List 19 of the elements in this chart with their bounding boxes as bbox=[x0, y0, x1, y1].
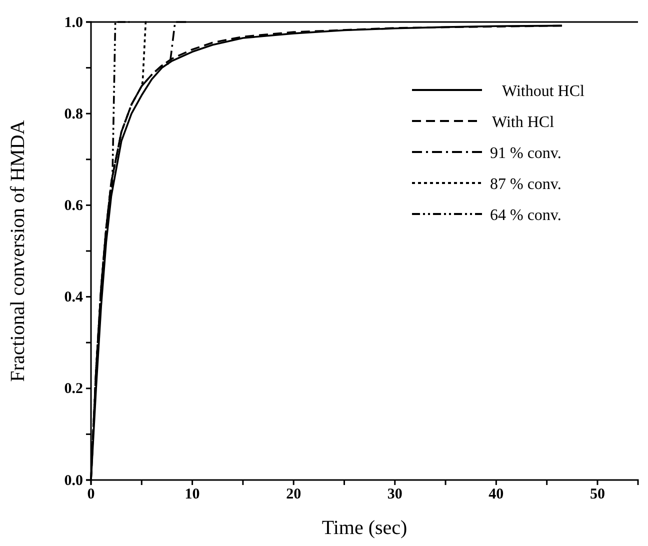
y-tick-label: 0.6 bbox=[64, 198, 84, 214]
legend-label: With HCl bbox=[492, 114, 555, 131]
x-tick-label: 30 bbox=[387, 486, 402, 503]
y-tick-label: 1.0 bbox=[64, 14, 83, 31]
legend-label: Without HCl bbox=[502, 83, 586, 100]
legend-label: 64 % conv. bbox=[490, 207, 562, 224]
x-tick-label: 50 bbox=[590, 486, 605, 503]
x-tick-label: 0 bbox=[87, 486, 95, 503]
y-tick-label: 0.8 bbox=[64, 106, 83, 122]
legend-label: 91 % conv. bbox=[490, 145, 562, 162]
x-tick-label: 20 bbox=[286, 486, 302, 503]
y-axis-title: Fractional conversion of HMDA bbox=[7, 120, 29, 382]
x-tick-label: 40 bbox=[488, 486, 504, 503]
legend-label: 87 % conv. bbox=[490, 176, 562, 193]
y-tick-label: 0.0 bbox=[64, 472, 83, 489]
y-tick-label: 0.2 bbox=[64, 381, 83, 398]
x-axis-title: Time (sec) bbox=[322, 517, 408, 539]
y-tick-label: 0.4 bbox=[64, 290, 84, 306]
x-tick-label: 10 bbox=[184, 486, 200, 503]
